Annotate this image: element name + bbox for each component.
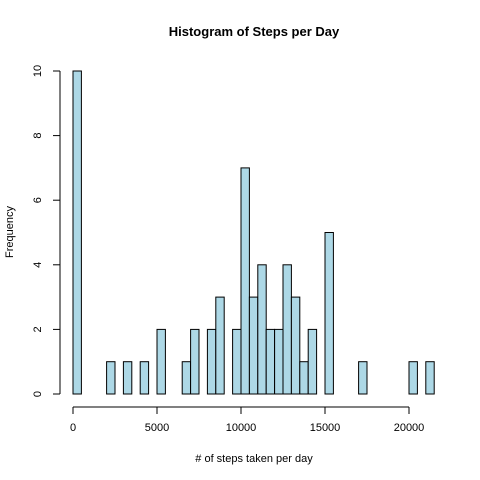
x-tick-label: 0 bbox=[70, 422, 76, 434]
histogram-bar bbox=[282, 264, 292, 395]
histogram-bar bbox=[299, 361, 309, 395]
histogram-bar bbox=[274, 328, 284, 395]
histogram-bar bbox=[324, 232, 334, 395]
y-axis-label: Frequency bbox=[4, 206, 16, 258]
bars-group bbox=[72, 70, 435, 395]
histogram-bar bbox=[139, 361, 150, 395]
histogram-bar bbox=[248, 296, 259, 395]
y-axis: 0 2 4 6 8 10 bbox=[32, 65, 61, 397]
x-tick-label: 5000 bbox=[145, 422, 169, 434]
x-axis: 0 5000 10000 15000 20000 bbox=[70, 406, 425, 434]
histogram-bar bbox=[181, 361, 192, 395]
histogram-bar bbox=[408, 361, 418, 395]
histogram-bar bbox=[156, 328, 166, 395]
histogram-bar bbox=[425, 361, 435, 395]
x-tick-label: 10000 bbox=[226, 422, 257, 434]
histogram-bar bbox=[265, 328, 276, 395]
histogram-bar bbox=[257, 264, 267, 395]
histogram-bar bbox=[358, 361, 368, 395]
histogram-bar bbox=[240, 167, 250, 395]
histogram-bar bbox=[215, 296, 225, 395]
histogram-bar bbox=[190, 328, 200, 395]
x-tick-label: 20000 bbox=[394, 422, 425, 434]
x-axis-label: # of steps taken per day bbox=[195, 453, 313, 465]
chart-title: Histogram of Steps per Day bbox=[169, 24, 340, 39]
y-tick-label: 10 bbox=[32, 65, 44, 77]
y-tick-label: 6 bbox=[32, 197, 44, 203]
y-tick-label: 8 bbox=[32, 133, 44, 139]
y-tick-label: 4 bbox=[32, 262, 44, 268]
y-tick-label: 0 bbox=[32, 391, 44, 397]
histogram-bar bbox=[232, 328, 242, 395]
histogram-bar bbox=[106, 361, 116, 395]
histogram-bar bbox=[72, 70, 82, 395]
histogram-bar bbox=[206, 328, 217, 395]
histogram-bar bbox=[290, 296, 301, 395]
histogram-bar bbox=[122, 361, 133, 395]
histogram-bar bbox=[307, 328, 318, 395]
y-tick-label: 2 bbox=[32, 326, 44, 332]
x-tick-label: 15000 bbox=[310, 422, 341, 434]
